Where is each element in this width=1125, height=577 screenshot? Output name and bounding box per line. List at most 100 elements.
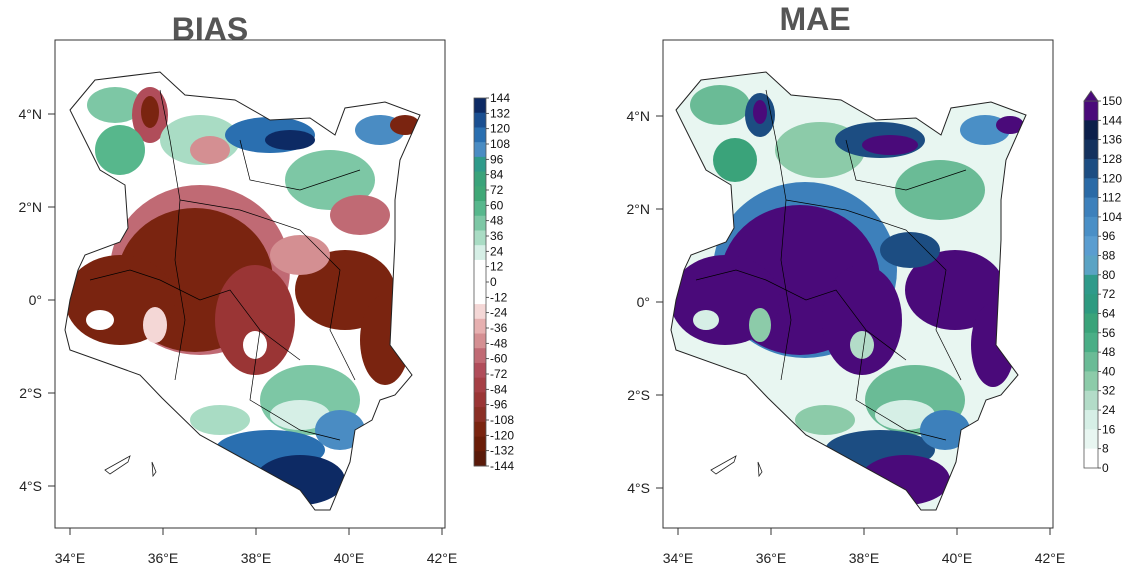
bias-colorbar-label: 108 [490,137,510,151]
bias-colorbar-label: 84 [490,168,504,182]
mae-colorbar-label: 56 [1102,326,1116,340]
bias-colorbar-cell [474,112,486,128]
bias-colorbar-cell [474,362,486,379]
bias-colorbar-label: -108 [490,413,514,427]
mae-x-tick: 34°E [663,550,694,566]
mae-colorbar-label: 128 [1102,152,1122,166]
bias-y-tick: 0° [29,292,42,308]
bias-colorbar-cell [474,377,486,393]
bias-y-ticks: 4°N 2°N 0° 2°S 4°S [19,106,43,494]
bias-colorbar-cell [474,451,486,467]
mae-colorbar: 1501441361281201121049688807264564840322… [1083,90,1122,475]
bias-y-tick: 4°S [19,478,42,494]
bias-colorbar-label: 96 [490,152,504,166]
bias-colorbar-label: -132 [490,444,514,458]
mae-x-tick: 38°E [849,550,880,566]
mae-y-tick: 4°N [627,108,651,124]
mae-colorbar-label: 64 [1102,306,1116,320]
bias-colorbar-label: 12 [490,260,504,274]
mae-colorbar-cell [1084,332,1098,353]
mae-colorbar-label: 96 [1102,229,1116,243]
mae-x-tick: 42°E [1035,550,1066,566]
mae-colorbar-label: 40 [1102,364,1116,378]
bias-x-tick: 38°E [241,550,272,566]
mae-colorbar-label: 112 [1102,191,1121,205]
bias-colorbar-label: -12 [490,290,508,304]
mae-boundaries [695,89,967,441]
mae-colorbar-label: 48 [1102,345,1116,359]
mae-y-tick: 4°S [627,480,650,496]
bias-colorbar-cell [474,289,486,305]
mae-colorbar-label: 32 [1102,384,1116,398]
mae-colorbar-label: 120 [1102,171,1122,185]
bias-colorbar-cell [474,127,486,143]
bias-colorbar-label: -120 [490,428,514,442]
bias-colorbar-cell [474,348,486,364]
bias-colorbar-label: -84 [490,382,508,396]
bias-colorbar-label: -96 [490,398,508,412]
bias-colorbar-cell [474,333,486,349]
bias-colorbar-label: -36 [490,321,508,335]
bias-colorbar-label: 0 [490,275,497,289]
mae-map-frame [662,39,1054,529]
mae-y-tick: 2°S [627,387,650,403]
bias-colorbar-label: -144 [490,459,514,473]
bias-colorbar-cell [474,259,486,276]
bias-colorbar-label: -48 [490,336,508,350]
bias-panel: BIAS [19,11,515,566]
bias-y-tick: 2°N [19,199,43,215]
mae-map [671,72,1026,510]
bias-colorbar-label: 72 [490,183,504,197]
mae-y-tick: 0° [637,294,650,310]
bias-x-tick: 40°E [334,550,365,566]
bias-colorbar-cell [474,156,486,172]
bias-x-tick: 42°E [427,550,458,566]
bias-y-tick: 2°S [19,385,42,401]
mae-colorbar-cell [1084,120,1098,141]
bias-colorbar-label: -24 [490,306,508,320]
mae-title: MAE [779,1,850,37]
bias-colorbar-label: 24 [490,244,504,258]
bias-map-frame [54,39,446,529]
bias-colorbar: 14413212010896847260483624120-12-24-36-4… [473,91,514,473]
bias-colorbar-cell [474,304,486,320]
bias-map [65,72,420,510]
mae-colorbar-cell [1084,274,1098,295]
mae-colorbar-cell [1084,294,1098,314]
mae-colorbar-label: 16 [1102,422,1116,436]
bias-colorbar-label: -72 [490,367,508,381]
mae-colorbar-cell [1084,197,1098,218]
mae-colorbar-cell [1084,448,1098,469]
mae-x-tick: 36°E [756,550,787,566]
mae-colorbar-cell [1084,158,1098,179]
mae-colorbar-cell [1084,371,1098,392]
mae-colorbar-label: 80 [1102,268,1116,282]
bias-colorbar-cell [474,215,486,231]
bias-colorbar-cell [474,392,486,408]
mae-colorbar-cell [1084,352,1098,372]
mae-colorbar-cell [1084,216,1098,237]
bias-colorbar-label: -60 [490,352,508,366]
mae-colorbar-label: 150 [1102,94,1122,108]
bias-colorbar-label: 36 [490,229,504,243]
mae-y-tick: 2°N [627,201,651,217]
bias-title: BIAS [172,11,248,47]
mae-colorbar-cell [1084,313,1098,334]
bias-x-tick: 36°E [148,550,179,566]
mae-colorbar-cell [1084,101,1098,121]
bias-boundaries [89,89,361,441]
mae-x-ticks: 34°E 36°E 38°E 40°E 42°E [663,550,1066,566]
bias-colorbar-cell [474,230,486,246]
bias-colorbar-cell [474,421,486,437]
bias-colorbar-cell [474,201,486,217]
bias-colorbar-label: 132 [490,106,510,120]
mae-colorbar-cell [1084,178,1098,198]
bias-colorbar-label: 60 [490,198,504,212]
mae-colorbar-label: 144 [1102,113,1122,127]
bias-colorbar-cell [474,274,486,290]
bias-y-tick: 4°N [19,106,43,122]
mae-colorbar-cell [1084,390,1098,411]
bias-colorbar-label: 48 [490,214,504,228]
mae-colorbar-label: 88 [1102,249,1116,263]
bias-colorbar-label: 144 [490,91,510,105]
